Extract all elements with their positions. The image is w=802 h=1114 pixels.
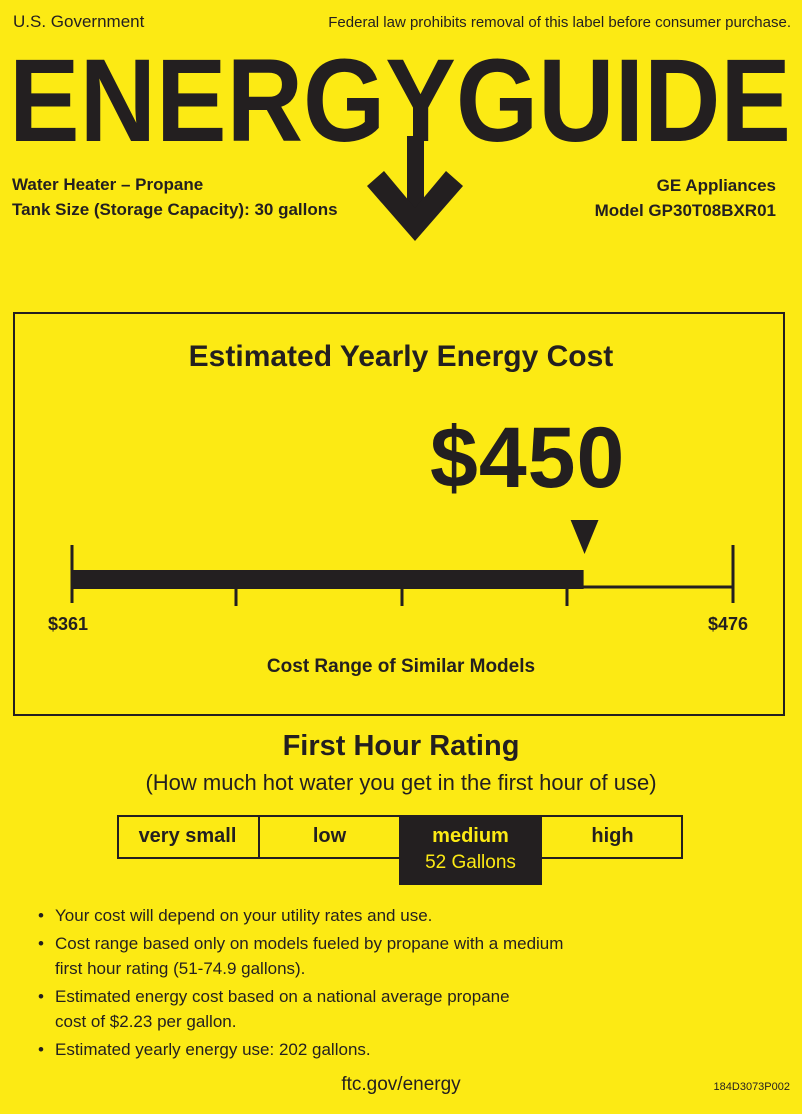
rating-high: high bbox=[591, 825, 634, 847]
range-min-label: $361 bbox=[48, 614, 89, 634]
notes-list: Your cost will depend on your utility ra… bbox=[38, 903, 595, 1065]
note-item: Estimated energy cost based on a nationa… bbox=[38, 984, 535, 1034]
issuer-label: U.S. Government bbox=[13, 12, 145, 31]
label-code: 184D3073P002 bbox=[713, 1081, 790, 1093]
product-type: Water Heater – Propane bbox=[12, 175, 204, 194]
cost-title: Estimated Yearly Energy Cost bbox=[188, 340, 614, 373]
range-max-label: $476 bbox=[708, 614, 749, 634]
note-item: Cost range based only on models fueled b… bbox=[38, 931, 595, 981]
tank-size: Tank Size (Storage Capacity): 30 gallons bbox=[12, 200, 338, 219]
note-item: Your cost will depend on your utility ra… bbox=[38, 903, 485, 928]
model-number: Model GP30T08BXR01 bbox=[594, 201, 776, 220]
down-arrow-icon bbox=[367, 136, 463, 241]
first-hour-gallons: 52 Gallons bbox=[425, 852, 516, 873]
rating-medium-active: medium 52 Gallons bbox=[399, 815, 542, 885]
removal-notice: Federal law prohibits removal of this la… bbox=[328, 14, 791, 31]
brand-name: GE Appliances bbox=[656, 176, 776, 195]
yearly-cost-value: $450 bbox=[430, 410, 626, 506]
cost-marker-icon bbox=[570, 520, 599, 554]
note-item: Estimated yearly energy use: 202 gallons… bbox=[38, 1037, 485, 1062]
manufacturer-info: GE Appliances Model GP30T08BXR01 bbox=[595, 173, 776, 223]
rating-low: low bbox=[312, 825, 347, 847]
first-hour-title: First Hour Rating bbox=[282, 730, 520, 762]
first-hour-subtitle: (How much hot water you get in the first… bbox=[145, 770, 657, 795]
ftc-link[interactable]: ftc.gov/energy bbox=[341, 1074, 461, 1095]
rating-medium: medium bbox=[432, 825, 509, 847]
rating-very-small: very small bbox=[117, 815, 260, 859]
cost-range-scale bbox=[70, 520, 735, 606]
cost-panel bbox=[13, 312, 785, 716]
range-caption: Cost Range of Similar Models bbox=[266, 656, 536, 677]
energyguide-logo: ENERGYGUIDE bbox=[9, 36, 791, 241]
product-info: Water Heater – Propane Tank Size (Storag… bbox=[12, 172, 338, 222]
energyguide-logo-text: ENERGYGUIDE bbox=[9, 36, 791, 167]
scale-filled-bar bbox=[72, 570, 584, 589]
